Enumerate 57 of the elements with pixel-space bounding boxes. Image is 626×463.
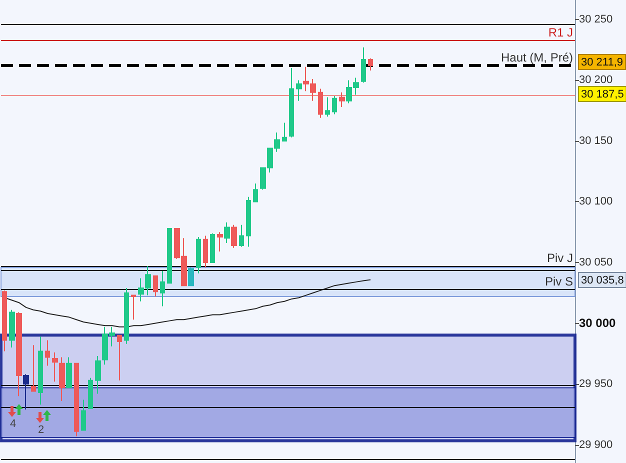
- candlestick: [2, 290, 7, 352]
- text: 30 187,5: [581, 88, 624, 100]
- candlestick: [117, 334, 122, 381]
- candlestick: [368, 58, 373, 71]
- candlestick: [131, 294, 136, 320]
- candlestick: [282, 122, 287, 142]
- y-tick-label: 29 900: [579, 438, 613, 451]
- candlestick: [88, 377, 93, 409]
- candlestick: [95, 356, 101, 394]
- candlestick: [224, 222, 230, 244]
- candlestick: [160, 270, 165, 307]
- candlestick: [124, 288, 129, 344]
- candlestick: [231, 224, 237, 248]
- y-tick-label: 30 250: [579, 13, 613, 26]
- y-tick-label: 30 000: [579, 316, 616, 330]
- candlestick: [296, 80, 302, 102]
- y-tick-label: 30 050: [579, 256, 613, 268]
- y-tick-label: 30 100: [579, 196, 613, 208]
- candlestick: [52, 352, 58, 382]
- candlestick: [16, 312, 22, 397]
- ref-line-label: Piv S: [544, 274, 573, 288]
- candlestick: [167, 228, 172, 284]
- candlestick: [81, 399, 86, 431]
- line-series: [4, 279, 372, 328]
- candlestick: [361, 46, 366, 84]
- ref-line-label: Haut (M, Pré): [500, 50, 573, 65]
- candlestick: [74, 362, 79, 437]
- candlestick: [210, 232, 215, 263]
- candlestick: [239, 224, 244, 248]
- candlestick: [31, 344, 36, 392]
- candlestick: [66, 356, 72, 388]
- y-tick-label: 29 950: [579, 378, 613, 390]
- annotation: 4: [10, 418, 16, 430]
- candlestick: [246, 196, 251, 248]
- candlestick: [59, 356, 65, 402]
- y-tick-label: 30 200: [579, 74, 613, 86]
- candlestick: [325, 96, 330, 118]
- candlestick: [318, 88, 323, 118]
- candlestick: [217, 232, 223, 252]
- candlestick: [289, 68, 294, 138]
- ref-line-label: R1 J: [548, 26, 573, 40]
- candlestick: [203, 235, 208, 268]
- text: 30 211,9: [581, 56, 624, 68]
- candlestick: [23, 374, 29, 410]
- candlestick: [196, 236, 201, 274]
- candlestick: [45, 340, 50, 366]
- candlestick: [38, 336, 43, 406]
- ref-line-label: Piv J: [546, 251, 573, 266]
- candlestick: [339, 92, 345, 108]
- annotation: 2: [38, 424, 44, 436]
- candlestick: [188, 266, 194, 286]
- candlestick: [153, 275, 158, 298]
- candlestick: [332, 96, 337, 115]
- candlestick: [9, 309, 15, 348]
- y-tick-label: 30 150: [579, 134, 613, 147]
- candlestick: [253, 183, 258, 202]
- text: 30 035,8: [581, 274, 624, 286]
